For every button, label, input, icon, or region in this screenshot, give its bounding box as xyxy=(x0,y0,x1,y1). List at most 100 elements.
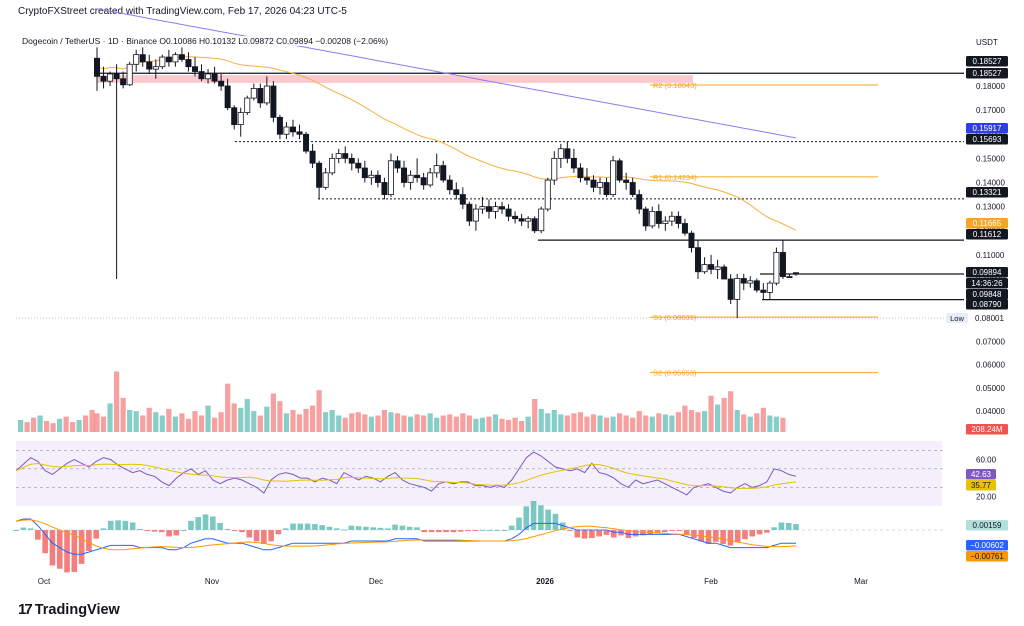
candle-down xyxy=(257,88,264,104)
price-tag-text: 0.09894 xyxy=(973,268,1002,277)
candle-down xyxy=(740,278,747,284)
volume-bar xyxy=(368,416,374,432)
macd-histogram-bar xyxy=(71,530,78,572)
macd-histogram-bar xyxy=(450,530,457,533)
candle-down xyxy=(466,203,473,222)
volume-bar xyxy=(545,413,551,432)
candle-down xyxy=(361,167,368,179)
low-label: Low xyxy=(950,314,964,323)
macd-histogram-bar xyxy=(778,522,785,530)
macd-histogram-bar xyxy=(596,530,602,537)
candle-down xyxy=(139,54,146,63)
volume-bar xyxy=(512,417,518,432)
volume-bar xyxy=(741,414,747,432)
macd-histogram-bar xyxy=(414,527,420,530)
y-axis-label: 0.11000 xyxy=(976,251,1005,260)
volume-bar xyxy=(623,415,629,432)
candle-up xyxy=(322,172,329,188)
rsi-ma-line xyxy=(15,462,797,489)
candle-down xyxy=(120,78,127,86)
volume-bar xyxy=(564,415,570,432)
pivot-label: R2 (0.18043) xyxy=(653,81,697,90)
candle-down xyxy=(270,85,277,118)
volume-bar xyxy=(83,415,89,432)
macd-histogram-bar xyxy=(173,530,180,536)
macd-histogram-bar xyxy=(319,525,325,530)
macd-histogram-bar xyxy=(282,528,289,530)
candle-up xyxy=(237,112,244,125)
candle-down xyxy=(446,179,453,191)
volume-bar xyxy=(70,422,76,432)
price-tag xyxy=(966,187,1008,198)
candle-down xyxy=(518,218,525,222)
volume-bar xyxy=(519,421,525,432)
candle-up xyxy=(557,148,564,159)
tradingview-logo: 17 TradingView xyxy=(18,601,120,618)
candle-down xyxy=(642,208,649,227)
volume-bar xyxy=(434,417,440,432)
price-tag-text: 0.15693 xyxy=(973,135,1002,144)
volume-bar xyxy=(388,412,394,432)
macd-histogram-bar xyxy=(487,530,493,531)
candle-up xyxy=(368,174,375,179)
candle-down xyxy=(309,150,316,164)
rsi-tag xyxy=(966,469,996,480)
symbol-ohlc-legend: Dogecoin / TetherUS · 1D · Binance O0.10… xyxy=(22,36,389,46)
macd-histogram-bar xyxy=(691,530,697,539)
candle-down xyxy=(564,148,571,159)
volume-bar xyxy=(120,397,126,432)
volume-bar xyxy=(57,418,63,432)
volume-bar xyxy=(760,407,766,432)
macd-histogram-bar xyxy=(137,528,143,530)
candle-down xyxy=(760,289,767,293)
volume-bar xyxy=(159,415,165,432)
volume-bar xyxy=(153,412,159,432)
candle-down xyxy=(590,179,597,188)
macd-histogram-bar xyxy=(771,527,777,530)
macd-histogram-bar xyxy=(465,530,471,532)
volume-bar xyxy=(630,417,636,432)
volume-bar xyxy=(140,415,146,432)
macd-histogram-bar xyxy=(144,530,151,531)
volume-bar xyxy=(617,413,623,432)
price-tag xyxy=(966,134,1008,145)
chart-attribution: CryptoFXStreet created with TradingView.… xyxy=(18,6,347,17)
candle-down xyxy=(414,174,421,179)
volume-bar xyxy=(244,399,250,432)
macd-histogram-bar xyxy=(669,530,675,532)
volume-bar xyxy=(407,416,414,432)
macd-histogram-bar xyxy=(793,524,799,530)
x-axis-label: 2026 xyxy=(536,577,554,586)
candle-down xyxy=(453,189,460,195)
volume-bar xyxy=(479,417,486,432)
volume-bar xyxy=(381,410,388,432)
macd-histogram-bar xyxy=(13,530,19,531)
volume-bar xyxy=(231,403,237,432)
macd-histogram-bar xyxy=(35,530,41,540)
macd-histogram-bar xyxy=(27,528,34,530)
macd-histogram-bar xyxy=(523,506,530,530)
pivot-label: R1 (0.14234) xyxy=(653,173,697,182)
volume-bar xyxy=(283,413,290,432)
volume-bar xyxy=(309,405,316,432)
candle-down xyxy=(394,160,401,169)
volume-bar xyxy=(166,408,172,432)
volume-bar xyxy=(610,416,616,432)
candle-up xyxy=(133,54,140,65)
volume-bar xyxy=(50,423,56,432)
volume-bar xyxy=(394,413,401,432)
macd-histogram-bar xyxy=(443,530,449,533)
macd-histogram-bar xyxy=(516,517,522,530)
volume-bar xyxy=(636,411,642,432)
price-tag-text: 0.08790 xyxy=(973,300,1002,309)
macd-histogram-bar xyxy=(421,530,428,533)
x-axis-label: Mar xyxy=(854,577,868,586)
x-axis-label: Oct xyxy=(38,577,51,586)
macd-histogram-bar xyxy=(399,525,406,530)
candle-down xyxy=(623,179,630,183)
volume-bar xyxy=(127,410,133,432)
candle-up xyxy=(172,54,179,63)
volume-bar xyxy=(238,407,244,432)
candle-up xyxy=(714,266,721,270)
